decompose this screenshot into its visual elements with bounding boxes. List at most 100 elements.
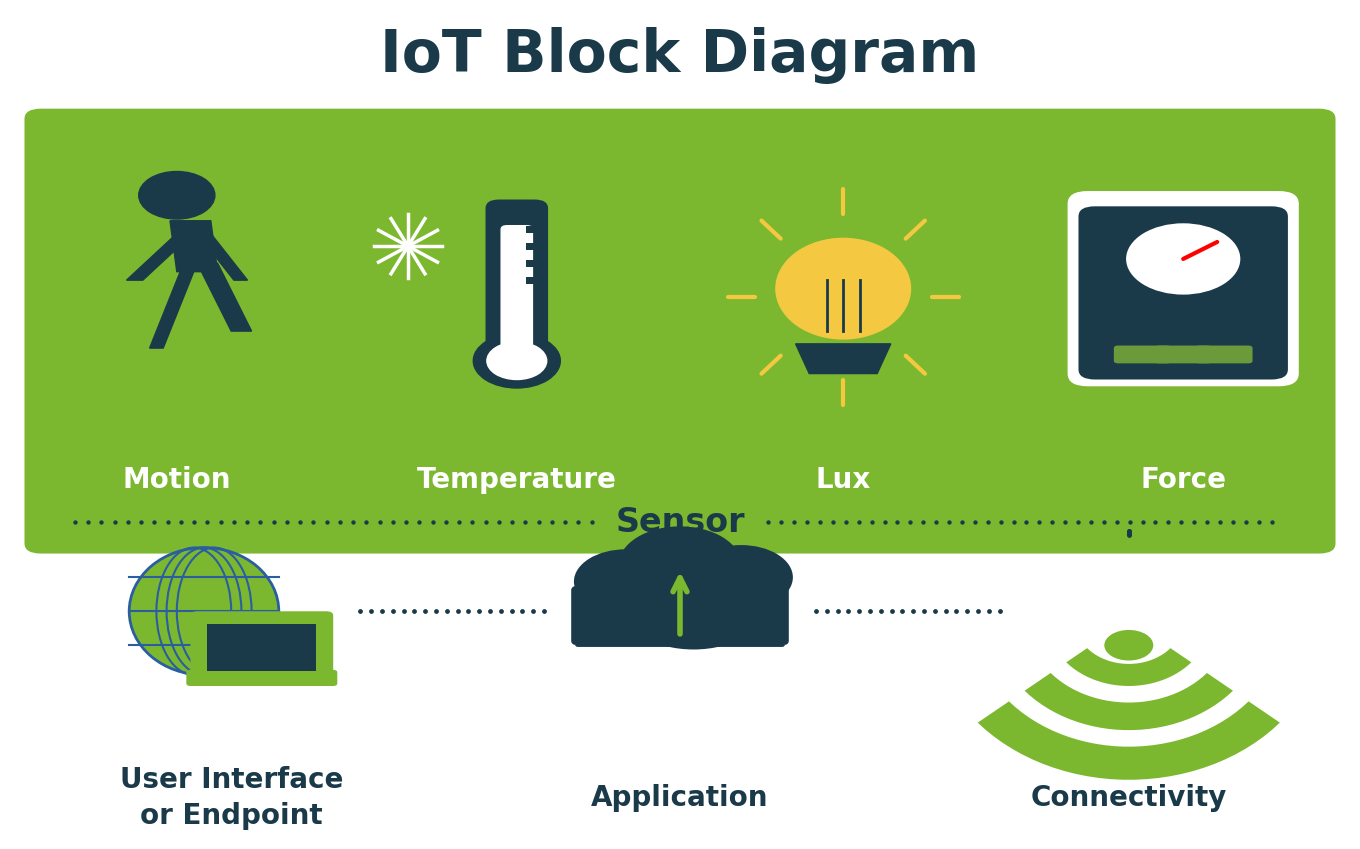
Point (1171, 515, 1193, 529)
FancyBboxPatch shape (1155, 346, 1212, 363)
Point (449, 515, 471, 529)
Point (978, 604, 1000, 618)
FancyBboxPatch shape (190, 611, 333, 679)
Point (1068, 515, 1089, 529)
Point (302, 515, 324, 529)
Point (1261, 515, 1282, 529)
Point (290, 515, 311, 529)
Point (1145, 515, 1167, 529)
Point (913, 515, 934, 529)
Text: Lux: Lux (816, 466, 870, 493)
Point (881, 604, 903, 618)
Text: User Interface
or Endpoint: User Interface or Endpoint (120, 766, 343, 830)
Point (1197, 515, 1219, 529)
Point (435, 515, 457, 529)
Point (555, 515, 577, 529)
Circle shape (1104, 630, 1153, 661)
Point (514, 515, 536, 529)
Point (371, 604, 393, 618)
FancyBboxPatch shape (575, 584, 785, 647)
Point (468, 604, 490, 618)
FancyBboxPatch shape (186, 670, 337, 686)
Point (475, 515, 496, 529)
Point (1157, 515, 1179, 529)
Point (316, 515, 337, 529)
Point (533, 604, 555, 618)
Point (835, 515, 857, 529)
Text: IoT Block Diagram: IoT Block Diagram (381, 26, 979, 84)
Point (945, 604, 967, 618)
Point (796, 515, 817, 529)
Point (1118, 527, 1140, 541)
FancyBboxPatch shape (24, 109, 1336, 554)
Point (488, 515, 510, 529)
Point (899, 515, 921, 529)
Point (1106, 515, 1127, 529)
Point (938, 515, 960, 529)
Point (951, 515, 972, 529)
Point (1118, 526, 1140, 540)
Point (408, 515, 430, 529)
Point (1183, 515, 1205, 529)
Point (892, 604, 914, 618)
Point (1132, 515, 1153, 529)
Point (522, 604, 544, 618)
Point (816, 604, 838, 618)
Point (976, 515, 998, 529)
Text: Application: Application (592, 784, 768, 812)
Point (1118, 527, 1140, 541)
Point (821, 515, 843, 529)
Point (329, 515, 351, 529)
Point (1093, 515, 1115, 529)
Point (1119, 515, 1141, 529)
Point (360, 604, 382, 618)
Polygon shape (197, 233, 248, 280)
Ellipse shape (129, 548, 279, 675)
Point (422, 515, 443, 529)
Point (873, 515, 895, 529)
FancyBboxPatch shape (1068, 191, 1299, 386)
Point (770, 515, 792, 529)
Point (1054, 515, 1076, 529)
Point (1028, 515, 1050, 529)
FancyBboxPatch shape (500, 225, 533, 352)
Polygon shape (978, 701, 1280, 779)
Point (479, 604, 500, 618)
Point (209, 515, 231, 529)
Polygon shape (126, 233, 193, 280)
Point (461, 515, 483, 529)
Point (1118, 525, 1140, 538)
Point (849, 604, 870, 618)
Point (860, 604, 881, 618)
FancyBboxPatch shape (207, 624, 316, 671)
Point (861, 515, 883, 529)
Point (528, 515, 549, 529)
Circle shape (690, 545, 793, 610)
Point (1223, 515, 1244, 529)
Point (502, 515, 524, 529)
Point (78, 515, 99, 529)
Point (1118, 526, 1140, 539)
Text: Force: Force (1140, 466, 1227, 493)
Point (237, 515, 258, 529)
Point (1080, 515, 1102, 529)
FancyBboxPatch shape (526, 243, 547, 250)
Point (343, 515, 364, 529)
Point (457, 604, 479, 618)
Polygon shape (170, 221, 218, 272)
Point (262, 515, 284, 529)
FancyBboxPatch shape (1078, 206, 1288, 380)
Point (382, 515, 404, 529)
Point (1042, 515, 1064, 529)
FancyBboxPatch shape (1114, 346, 1171, 363)
Point (90, 515, 112, 529)
Circle shape (574, 549, 677, 614)
Point (783, 515, 805, 529)
Point (934, 604, 956, 618)
Point (990, 515, 1012, 529)
Point (511, 604, 533, 618)
Point (1118, 528, 1140, 542)
Point (184, 515, 205, 529)
Circle shape (139, 171, 215, 219)
Point (64, 515, 86, 529)
